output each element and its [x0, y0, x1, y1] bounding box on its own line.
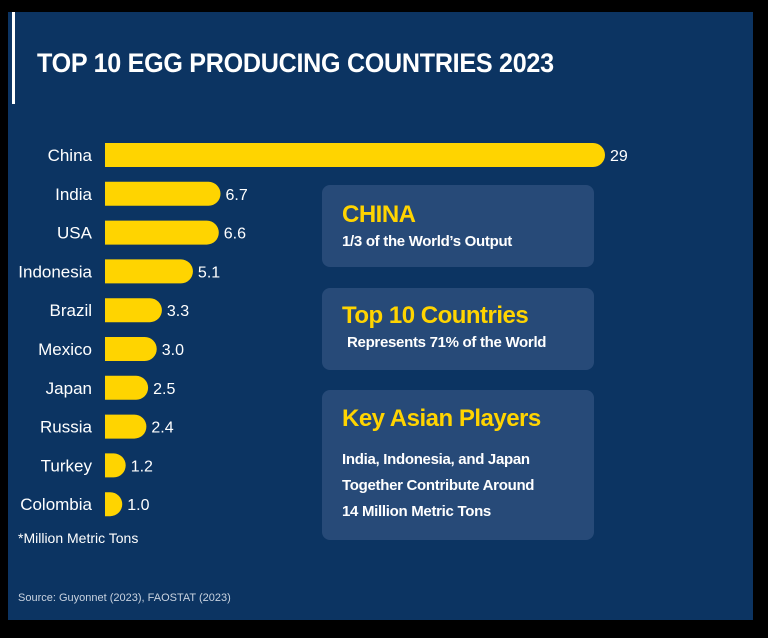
bar-turkey — [105, 453, 126, 478]
source-text: Source: Guyonnet (2023), FAOSTAT (2023) — [18, 592, 231, 604]
value-label: 1.0 — [127, 497, 149, 514]
value-label: 6.6 — [224, 226, 246, 243]
box-text: India, Indonesia, and Japan — [342, 451, 530, 468]
bar-china — [105, 143, 605, 167]
info-box-asian: Key Asian Players India, Indonesia, and … — [322, 390, 594, 540]
value-label: 1.2 — [131, 458, 153, 475]
info-box-top10: Top 10 Countries Represents 71% of the W… — [322, 288, 594, 370]
value-label: 3.3 — [167, 303, 189, 320]
box-text: Together Contribute Around — [342, 477, 535, 494]
value-label: 2.5 — [153, 381, 175, 398]
box-text: 1/3 of the World’s Output — [342, 233, 512, 250]
box-text: 14 Million Metric Tons — [342, 503, 491, 520]
bar-indonesia — [105, 259, 193, 284]
category-label: China — [48, 146, 93, 165]
box-heading: Key Asian Players — [342, 405, 541, 432]
value-label: 3.0 — [162, 342, 184, 359]
bar-brazil — [105, 298, 162, 323]
value-label: 29 — [610, 148, 628, 165]
value-label: 6.7 — [226, 187, 248, 204]
value-label: 5.1 — [198, 264, 220, 281]
bar-colombia — [105, 492, 123, 517]
category-label: Japan — [46, 379, 92, 398]
value-label: 2.4 — [151, 420, 173, 437]
box-heading: CHINA — [342, 201, 416, 228]
category-label: Indonesia — [18, 262, 92, 281]
bar-mexico — [105, 337, 157, 361]
category-label: Brazil — [49, 301, 92, 320]
box-heading: Top 10 Countries — [342, 302, 529, 329]
category-label: Mexico — [38, 340, 92, 359]
category-label: India — [55, 185, 92, 204]
page-title: TOP 10 EGG PRODUCING COUNTRIES 2023 — [37, 48, 554, 78]
bar-usa — [105, 220, 219, 245]
bar-russia — [105, 414, 147, 439]
category-label: Russia — [40, 418, 93, 437]
bar-japan — [105, 375, 149, 400]
category-label: Turkey — [41, 456, 93, 475]
unit-note: *Million Metric Tons — [18, 530, 139, 546]
accent-line — [12, 12, 15, 104]
bar-india — [105, 181, 221, 206]
category-label: Colombia — [20, 495, 92, 514]
category-label: USA — [57, 224, 93, 243]
box-text: Represents 71% of the World — [347, 334, 547, 351]
info-box-china: CHINA 1/3 of the World’s Output — [322, 185, 594, 267]
